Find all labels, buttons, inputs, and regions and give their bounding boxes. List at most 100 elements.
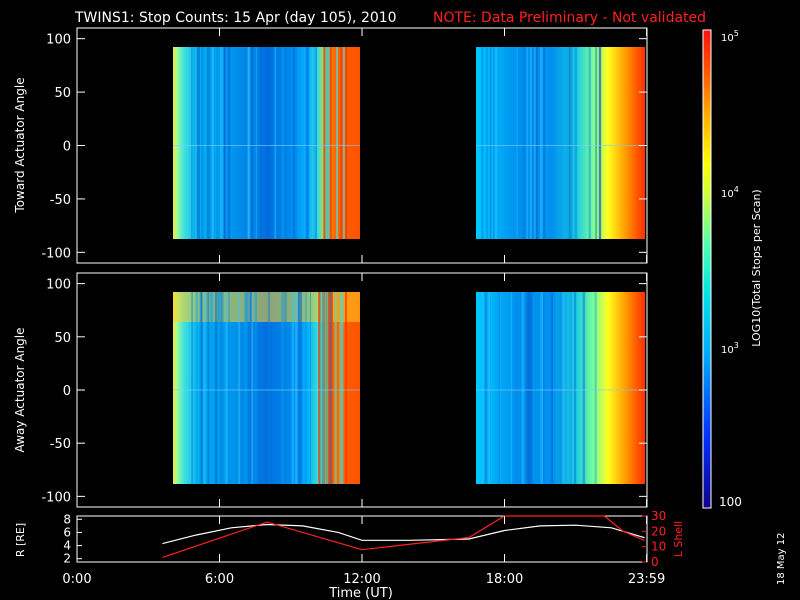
heatmap-streak — [322, 292, 325, 484]
heatmap-streak — [210, 292, 214, 484]
heatmap-streak — [223, 47, 226, 239]
heatmap-streak — [258, 47, 261, 239]
heatmap-streak — [543, 292, 545, 484]
heatmap-streak — [191, 292, 194, 484]
heatmap-streak — [201, 47, 203, 239]
heatmap-streak — [532, 47, 534, 239]
heatmap-streak — [245, 292, 248, 484]
panel1-ylabel: Toward Actuator Angle — [13, 77, 27, 213]
cbar-label-1e4: 104 — [721, 185, 739, 200]
heatmap-streak — [291, 292, 294, 484]
heatmap-streak — [251, 292, 254, 484]
heatmap-streak — [227, 47, 231, 239]
heatmap-streak — [482, 292, 484, 484]
heatmap-streak — [305, 292, 307, 484]
heatmap-streak — [340, 47, 343, 239]
heatmap-streak — [255, 47, 257, 239]
heatmap-streak — [282, 47, 286, 239]
heatmap-streak — [299, 292, 303, 484]
toward-angle-panel — [76, 27, 648, 264]
heatmap-streak — [266, 47, 269, 239]
l-tick-label: 0 — [651, 555, 659, 569]
colorbar-title: LOG10(Total Stops per Scan) — [750, 189, 763, 346]
heatmap-streak — [323, 292, 326, 484]
xtick-label: 12:00 — [343, 572, 380, 587]
heatmap-streak — [521, 292, 525, 484]
heatmap-streak — [306, 47, 308, 239]
heatmap-streak — [334, 292, 337, 484]
panel1-block2 — [476, 47, 645, 239]
heatmap-streak — [253, 47, 255, 239]
heatmap-streak — [527, 292, 530, 484]
heatmap-streak — [524, 292, 527, 484]
heatmap-streak — [574, 292, 577, 484]
heatmap-streak — [203, 292, 206, 484]
heatmap-streak — [281, 47, 283, 239]
heatmap-streak — [551, 292, 553, 484]
r-tick-label: 6 — [63, 525, 71, 539]
heatmap-streak — [327, 47, 330, 239]
heatmap-streak — [206, 292, 209, 484]
heatmap-streak — [529, 292, 533, 484]
date-stamp: 18 May 12 — [776, 533, 787, 585]
heatmap-streak — [208, 292, 210, 484]
heatmap-streak — [218, 292, 220, 484]
heatmap-streak — [318, 292, 321, 484]
heatmap-streak — [485, 292, 488, 484]
plot-title: TWINS1: Stop Counts: 15 Apr (day 105), 2… — [74, 10, 397, 26]
panel3-ylabel-right: L Shell — [672, 521, 685, 557]
xtick-label: 0:00 — [62, 572, 91, 587]
r-tick-label: 8 — [63, 512, 71, 526]
heatmap-streak — [259, 47, 262, 239]
heatmap-streak — [253, 47, 257, 239]
heatmap-streak — [209, 292, 212, 484]
heatmap-streak — [489, 47, 491, 239]
heatmap-streak — [238, 292, 241, 484]
heatmap-streak — [510, 292, 513, 484]
heatmap-streak — [523, 47, 525, 239]
heatmap-streak — [191, 47, 193, 239]
heatmap-streak — [258, 47, 260, 239]
heatmap-streak — [540, 292, 544, 484]
colorbar-strip — [702, 29, 712, 509]
heatmap-streak — [489, 292, 491, 484]
heatmap-streak — [197, 47, 200, 239]
heatmap-streak — [247, 47, 250, 239]
ytick-label: 100 — [46, 33, 71, 48]
r-tick-label: 4 — [63, 539, 71, 553]
panel3-ylabel-left: R [RE] — [14, 523, 27, 557]
heatmap-streak — [220, 47, 222, 239]
heatmap-streak — [574, 47, 578, 239]
ytick-label: -50 — [50, 193, 71, 208]
heatmap-streak — [543, 47, 545, 239]
l-tick-label: 20 — [651, 524, 666, 538]
heatmap-streak — [216, 47, 219, 239]
heatmap-streak — [488, 292, 492, 484]
heatmap-streak — [209, 47, 211, 239]
xtick-label: 6:00 — [205, 572, 234, 587]
heatmap-streak — [499, 292, 501, 484]
heatmap-streak — [313, 47, 316, 239]
ytick-label: 50 — [54, 86, 71, 101]
heatmap-streak — [569, 292, 572, 484]
heatmap-streak — [228, 292, 230, 484]
heatmap-streak — [298, 292, 301, 484]
heatmap-streak — [244, 292, 247, 484]
heatmap-streak — [331, 292, 333, 484]
heatmap-streak — [274, 47, 277, 239]
heatmap-streak — [247, 47, 251, 239]
heatmap-streak — [329, 292, 332, 484]
heatmap-streak — [195, 292, 198, 484]
panel2-yticks: 100 50 0 -50 -100 — [41, 278, 647, 505]
heatmap-streak — [323, 47, 326, 239]
panel2-stripes — [173, 292, 645, 484]
heatmap-streak — [249, 292, 252, 484]
heatmap-streak — [201, 292, 203, 484]
heatmap-streak — [529, 47, 532, 239]
panel1-stripes — [173, 47, 645, 239]
colorbar: 105 104 103 100 LOG10(Total Stops per Sc… — [702, 29, 763, 509]
heatmap-streak — [306, 47, 309, 239]
ytick-label: -100 — [41, 246, 71, 261]
heatmap-streak — [293, 47, 295, 239]
ytick-label: -100 — [41, 490, 71, 505]
